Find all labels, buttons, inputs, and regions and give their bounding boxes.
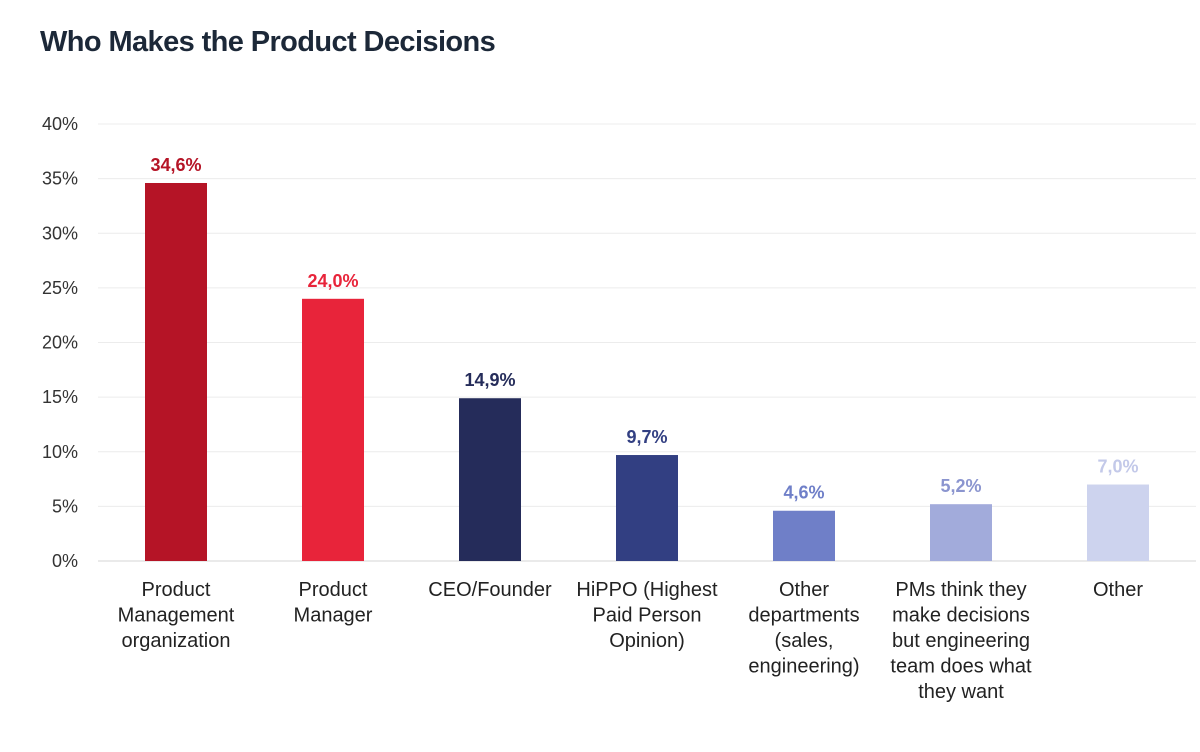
bar <box>302 298 364 561</box>
x-category-label-line: HiPPO (Highest <box>576 579 718 601</box>
x-category-label-line: they want <box>918 681 1004 703</box>
bar <box>1087 484 1149 561</box>
bars <box>145 182 1149 561</box>
y-tick-label: 5% <box>52 496 78 516</box>
x-category-label: Other departments (sales, engineering) <box>748 579 859 678</box>
x-category-label-line: (sales, <box>775 630 834 652</box>
x-category-label-line: engineering) <box>748 656 859 678</box>
bar <box>616 455 678 561</box>
x-category-label-line: but engineering <box>892 630 1030 652</box>
y-tick-label: 35% <box>42 169 78 189</box>
x-category-label-line: Paid Person <box>593 605 702 627</box>
value-label: 24,0% <box>307 271 358 291</box>
bar <box>773 510 835 561</box>
y-tick-label: 30% <box>42 223 78 243</box>
x-category-label-line: Other <box>1093 579 1143 601</box>
value-label: 34,6% <box>150 155 201 175</box>
x-category-label: CEO/Founder <box>428 579 552 601</box>
x-category-label: Product Management organization <box>118 579 235 652</box>
x-category-label-line: make decisions <box>892 605 1030 627</box>
x-category-label-line: Opinion) <box>609 630 685 652</box>
x-category-label: Product Manager <box>294 579 373 627</box>
y-axis-ticks: 0% 5% 10% 15% 20% 25% 30% 35% 40% <box>42 114 78 571</box>
x-category-label-line: CEO/Founder <box>428 579 552 601</box>
x-category-label: PMs think they make decisions but engineer… <box>890 579 1032 703</box>
value-label: 5,2% <box>940 476 981 496</box>
y-tick-label: 10% <box>42 442 78 462</box>
x-category-label-line: team does what <box>890 656 1032 678</box>
y-tick-label: 20% <box>42 333 78 353</box>
chart-title: Who Makes the Product Decisions <box>40 26 496 58</box>
x-category-label: Other <box>1093 579 1143 601</box>
x-category-label-line: organization <box>122 630 231 652</box>
bar <box>459 398 521 561</box>
bar <box>930 504 992 561</box>
value-label: 14,9% <box>464 370 515 390</box>
x-category-label-line: Product <box>142 579 211 601</box>
y-tick-label: 15% <box>42 387 78 407</box>
y-tick-label: 0% <box>52 551 78 571</box>
y-tick-label: 40% <box>42 114 78 134</box>
value-label: 7,0% <box>1097 457 1138 477</box>
x-category-label-line: departments <box>748 605 859 627</box>
y-tick-label: 25% <box>42 278 78 298</box>
x-axis-labels: Product Management organization Product Mana… <box>118 579 1144 703</box>
x-category-label-line: Management <box>118 605 235 627</box>
value-label: 9,7% <box>626 427 667 447</box>
x-category-label-line: Manager <box>294 605 373 627</box>
value-label: 4,6% <box>783 483 824 503</box>
value-labels: 34,6% 24,0% 14,9% 9,7% 4,6% 5,2% 7,0% <box>150 155 1138 503</box>
x-category-label-line: Other <box>779 579 829 601</box>
x-category-label-line: Product <box>299 579 368 601</box>
x-category-label: HiPPO (Highest Paid Person Opinion) <box>576 579 718 652</box>
x-category-label-line: PMs think they <box>895 579 1026 601</box>
bar <box>145 182 207 561</box>
